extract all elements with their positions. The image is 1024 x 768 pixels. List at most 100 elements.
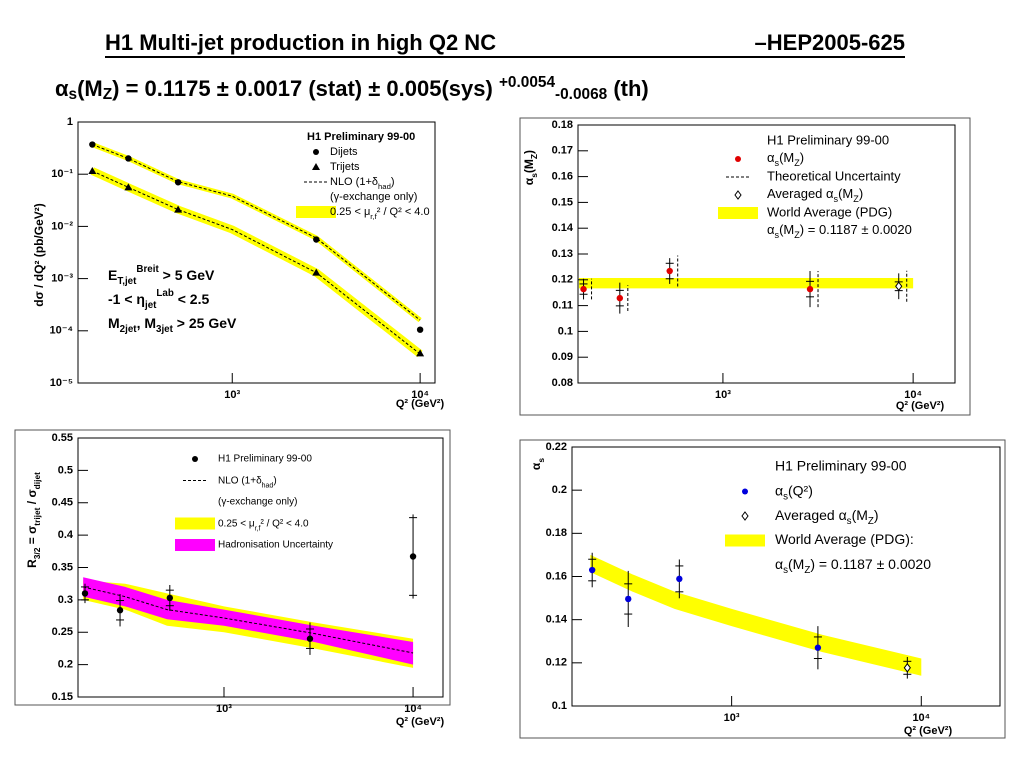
text-part: T,jet [117,276,137,287]
y-tick-label: 0.1 [552,700,567,712]
y-tick-label: 0.16 [552,171,573,183]
text-part: 0.25 < μ [330,206,370,218]
text-part: Averaged α [775,507,847,523]
data-point [116,607,124,614]
annotation: -1 < ηjetLab < 2.5 [108,288,209,311]
y-tick-label: 1 [67,116,73,128]
y-tick-label: 0.4 [58,529,74,541]
y-tick-label: 0.35 [52,561,73,573]
y-tick-label: 0.22 [546,441,567,453]
text-part: Breit [136,264,159,275]
text-part: NLO (1+δ [330,176,378,188]
legend-symbol [741,511,749,521]
data-point [580,285,587,293]
data-point [616,294,624,302]
y-tick-label: 0.25 [52,626,73,638]
text-part: α [529,462,543,470]
x-tick-label: 10³ [216,703,232,715]
text-part: s [847,516,852,527]
y-axis-label: αs [529,458,546,470]
data-point [814,644,822,651]
y-tick-label: 0.45 [52,497,73,509]
legend-title: H1 Preliminary 99-00 [775,458,907,474]
text-part: (Q²) [788,482,813,498]
legend-symbol [192,456,198,462]
legend-label: Theoretical Uncertainty [767,168,901,183]
legend-label: Averaged αs(MZ) [775,507,879,527]
chart: 0.15 0.2 0.25 0.3 0.35 0.4 0.45 0.5 0.55 10³ 10⁴Q²… [25,432,444,728]
text-part: < 2.5 [174,291,210,307]
y-tick-label: 10⁻⁴ [50,325,73,337]
text-part: Z [529,154,539,159]
text-part: ) [859,186,863,201]
y-tick-label: 0.5 [58,464,73,476]
legend-symbol [296,206,336,218]
legend-label: Trijets [330,161,360,173]
legend-symbol [312,163,320,170]
x-axis-label: Q² (GeV²) [896,400,945,412]
text-part: , M [137,315,156,331]
text-part: ) = 0.1187 ± 0.0020 [810,556,931,572]
plot-area [578,125,955,383]
y-axis-label: αs(MZ) [522,150,539,185]
text-part: s [775,230,780,240]
data-point [306,635,314,642]
annotation: ET,jetBreit > 5 GeV [108,264,215,287]
legend-label: Hadronisation Uncertainty [218,540,333,551]
text-part: s [69,86,78,103]
text-part: Z [868,516,874,527]
panel-frame [14,429,451,706]
text-part: had [262,482,274,489]
text-part: s [529,173,539,178]
data-point [895,281,903,292]
text-part: (M [852,507,868,523]
legend-label: 0.25 < μr,f² / Q² < 4.0 [218,518,309,532]
text-part: Z [794,158,800,168]
text-part: s [834,194,839,204]
legend-symbol [742,488,748,495]
text-part: 3/2 [32,547,42,559]
theory-line [92,170,421,355]
y-tick-label: 0.3 [58,594,73,606]
data-point [806,285,814,293]
legend-title: H1 Preliminary 99-00 [307,131,415,143]
theory-line [92,144,421,321]
chart: 0.08 0.09 0.1 0.11 0.12 0.13 0.14 0.15 0.16 0.17 0… [522,119,956,412]
text-part: > 5 GeV [159,267,215,283]
data-point [676,575,683,583]
x-axis-label: Q² (GeV²) [396,716,445,728]
legend-label: NLO (1+δhad) [330,176,395,191]
band [590,554,922,676]
text-part: (M [779,150,794,165]
data-point [174,179,182,186]
y-tick-label: 0.18 [546,527,567,539]
data-point [416,349,425,357]
legend-symbol [725,534,765,547]
data-point [903,662,911,673]
legend-label: NLO (1+δhad) [218,475,277,489]
text-part: (M [838,186,853,201]
plot-area [78,122,435,383]
text-part: 2jet [120,324,138,335]
plot-frame [77,121,436,384]
text-part: 0.25 < μ [218,518,255,529]
text-part: α [775,482,783,498]
y-tick-label: 0.2 [58,659,73,671]
text-part: Z [804,565,810,576]
y-tick-label: 0.15 [52,691,73,703]
legend-title: H1 Preliminary 99-00 [767,132,889,147]
x-tick-label: 10³ [715,389,731,401]
legend-symbol [718,207,758,219]
text-part: = σ [25,526,39,548]
y-tick-label: 0.12 [552,274,573,286]
legend-symbol [175,539,215,551]
y-tick-label: 0.14 [552,222,574,234]
data-point [88,167,97,175]
y-tick-label: 0.2 [552,484,567,496]
text-part: trijet [32,507,42,525]
text-part: s [783,491,788,502]
text-part: Lab [156,288,173,299]
text-part: E [108,267,117,283]
